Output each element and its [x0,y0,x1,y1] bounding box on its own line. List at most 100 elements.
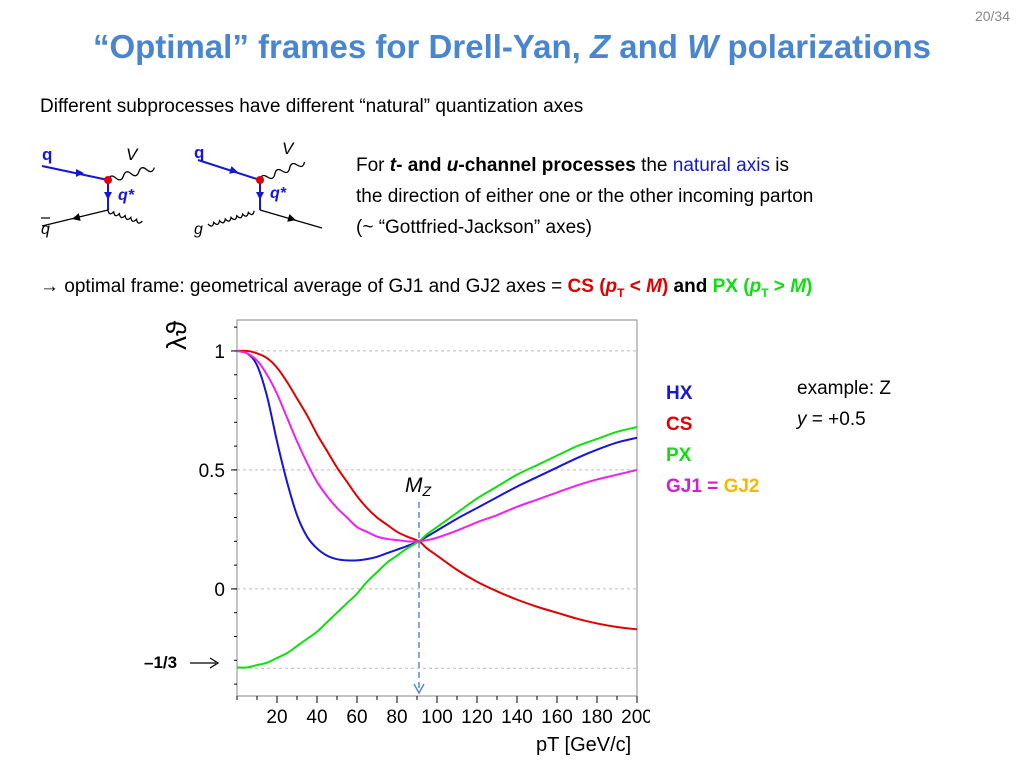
label-q-2: q [194,143,204,162]
frame-text: optimal frame: geometrical average of GJ… [59,276,568,297]
exp-is: is [769,155,789,176]
legend-gj1: GJ1 = [666,476,724,497]
legend: HX CS PX GJ1 = GJ2 [666,378,760,502]
vertex-2 [256,176,264,184]
y-tick-label-2: 0 [214,580,225,601]
intro-text: Different subprocesses have different “n… [40,96,584,117]
label-q-1: q [42,145,52,164]
antiquark-arrow-1 [72,213,81,221]
legend-px: PX [666,445,692,466]
diagram-1: q V q* q [41,145,155,238]
quark-arrow-2 [229,166,238,174]
cs-m: M [646,276,662,297]
lambda-chart: 10.50 20 40 60 80 100 120 140 160 180 200 MZ λϑ p… [161,319,650,756]
curves [236,349,638,669]
feynman-diagrams: q V q* q q V q* g [41,139,323,238]
example-note: example: Z y = +0.5 [797,373,891,435]
x-tick-label-3: 80 [386,707,407,728]
x-axis-label: pT [GeV/c] [536,734,631,756]
example-line-2: y = +0.5 [797,404,891,435]
y-tick-label-0: 1 [214,342,225,363]
exp-the: the [635,155,673,176]
px-gt: > [768,276,791,297]
x-tick-label-6: 140 [501,707,533,728]
x-tick-label-5: 120 [461,707,493,728]
x-tick-label-0: 20 [266,707,287,728]
minus-one-third-label: –1/3 [144,653,178,672]
boson-wave-1 [107,167,155,181]
title-w: W [687,28,719,65]
y-ticks: 10.50 [199,326,237,685]
slide-title: “Optimal” frames for Drell-Yan, Z and W … [0,28,1024,66]
px-label: PX ( [712,276,750,297]
px-close: ) [806,276,813,297]
curve-cs [236,349,638,631]
title-part3: polarizations [718,28,931,65]
frame-and: and [668,276,713,297]
quark-line-1 [41,165,109,181]
label-qstar-2: q* [270,185,287,202]
cs-lt: < [624,276,647,297]
x-tick-label-1: 40 [306,707,327,728]
grid-lines [237,350,637,669]
x-tick-label-4: 100 [421,707,453,728]
diagram-2: q V q* g [194,139,323,238]
x-tick-label-8: 180 [581,707,613,728]
mz-arrow-head [413,683,425,695]
y-axis-label: λϑ [161,320,192,350]
legend-gj2: GJ2 [723,476,760,497]
curve-hx [236,349,638,562]
x-tick-label-2: 60 [346,707,367,728]
curve-px [236,426,638,669]
cs-label: CS ( [567,276,606,297]
x-ticks: 20 40 60 80 100 120 140 160 180 200 [236,696,650,728]
exp-for: For [356,155,390,176]
page-number: 20/34 [974,8,1010,24]
gluon-2 [207,210,255,227]
outgoing-arrow-2 [287,214,296,222]
exp-u: u [446,155,459,176]
quark-line-2 [197,159,261,181]
exp-channel: -channel processes [458,155,636,176]
plot-frame [236,319,638,697]
example-line-1: example: Z [797,378,891,399]
label-v-2: V [282,139,295,158]
y-tick-label-1: 0.5 [199,461,225,482]
mz-label: MZ [405,474,432,499]
px-m: M [790,276,807,297]
x-tick-label-9: 200 [621,707,650,728]
mz-sub: Z [422,483,432,499]
vertex-1 [104,176,112,184]
curve-gj1-gj2 [236,349,638,543]
boson-wave-2 [259,161,306,181]
optimal-frame-line: → optimal frame: geometrical average of … [40,276,812,300]
legend-gj: GJ1 = GJ2 [666,471,760,502]
explanation-line-2: the direction of either one or the other… [356,186,814,207]
gluon-1 [107,209,143,224]
cs-t: T [617,285,625,300]
explanation: For t- and u-channel processes the natur… [356,150,813,243]
cs-p: p [605,276,618,297]
label-qbar-1: q [41,221,50,238]
px-t: T [761,285,769,300]
label-qstar-1: q* [118,187,135,204]
title-z: Z [589,28,611,65]
title-part1: “Optimal” frames for Drell-Yan, [92,28,590,65]
third-arrow-head [209,657,220,669]
arrow-symbol: → [40,276,59,297]
exp-t: t [389,155,397,176]
label-g-2: g [194,221,203,238]
explanation-line-1: For t- and u-channel processes the natur… [356,150,813,181]
title-part2: and [610,28,688,65]
label-v-1: V [126,145,139,164]
px-p: p [749,276,762,297]
legend-hx: HX [666,383,693,404]
example-value: = +0.5 [806,409,866,430]
exp-natural-axis: natural axis [672,155,770,176]
explanation-line-3: (~ “Gottfried-Jackson” axes) [356,217,592,238]
example-y: y [797,409,807,430]
x-tick-label-7: 160 [541,707,573,728]
exp-and: - and [396,155,447,176]
outgoing-quark-2 [259,209,323,229]
cs-close: ) [661,276,669,297]
